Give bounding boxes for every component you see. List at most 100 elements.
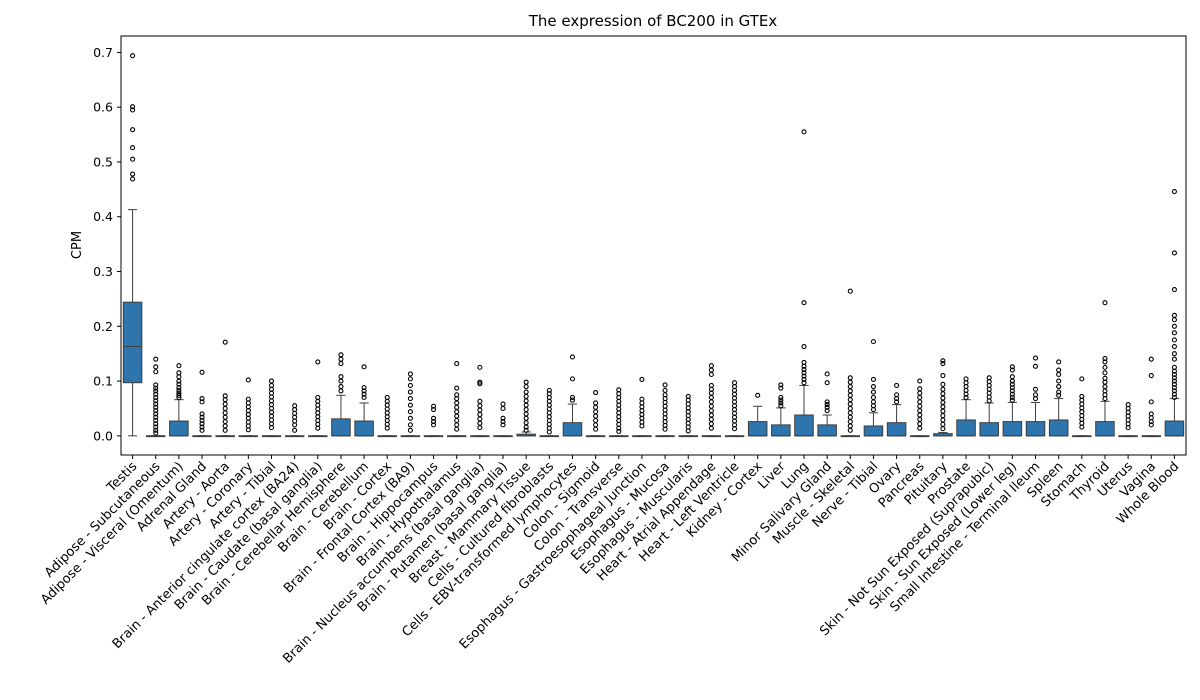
outlier-point: [569, 376, 576, 382]
outlier-point: [222, 423, 228, 429]
outlier-point: [593, 404, 599, 410]
outlier-point: [1148, 419, 1154, 425]
outlier-point: [1171, 351, 1177, 357]
outlier-point: [593, 409, 599, 415]
outlier-point: [268, 425, 275, 431]
box-group: [308, 359, 328, 438]
outlier-point: [801, 344, 807, 350]
box-group: [145, 356, 166, 438]
y-tick-label: 0.2: [93, 319, 113, 334]
outlier-point: [1171, 378, 1177, 384]
outlier-point: [1171, 344, 1177, 350]
outlier-point: [1009, 394, 1015, 401]
outlier-point: [708, 399, 714, 405]
outlier-point: [176, 387, 182, 393]
outlier-point: [894, 399, 900, 405]
outlier-point: [1171, 337, 1177, 343]
outlier-point: [431, 419, 437, 425]
box-body: [1025, 421, 1046, 437]
y-tick-label: 0.0: [93, 428, 113, 443]
outlier-point: [199, 417, 205, 424]
outlier-point: [477, 398, 483, 404]
outlier-point: [894, 382, 900, 388]
y-tick-label: 0.1: [93, 374, 113, 389]
outlier-point: [801, 380, 807, 386]
outlier-point: [940, 421, 946, 427]
box-group: [1025, 355, 1046, 437]
outlier-point: [1102, 370, 1108, 376]
outlier-point: [801, 300, 807, 306]
box-body: [794, 414, 814, 437]
outlier-point: [778, 382, 784, 388]
outlier-point: [361, 388, 367, 394]
outlier-point: [1032, 396, 1039, 402]
outlier-point: [1125, 425, 1131, 431]
outlier-point: [361, 394, 367, 401]
box-group: [331, 352, 351, 437]
box-body: [886, 422, 907, 437]
box-body: [1048, 419, 1069, 437]
box-group: [817, 371, 837, 437]
outlier-point: [1009, 381, 1015, 387]
outlier-point: [222, 410, 228, 416]
outlier-point: [824, 404, 830, 410]
box-group: [122, 53, 143, 437]
outlier-point: [454, 413, 460, 419]
outlier-point: [523, 406, 529, 413]
outlier-point: [708, 412, 714, 418]
outlier-point: [685, 428, 691, 434]
outlier-point: [338, 352, 344, 358]
outlier-point: [199, 427, 205, 433]
outlier-point: [454, 385, 460, 391]
box-body: [747, 421, 768, 437]
outlier-point: [431, 406, 437, 413]
outlier-point: [847, 375, 853, 381]
box-group: [956, 376, 976, 437]
outlier-point: [153, 404, 159, 410]
outlier-point: [292, 427, 298, 433]
outlier-point: [824, 399, 830, 405]
outlier-point: [222, 427, 228, 433]
outlier-point: [407, 376, 413, 382]
box-group: [771, 382, 791, 437]
outlier-point: [708, 371, 714, 378]
outlier-point: [477, 411, 483, 418]
box-body: [817, 424, 837, 437]
outlier-point: [616, 425, 622, 431]
box-group: [562, 354, 583, 437]
outlier-point: [778, 397, 784, 403]
outlier-point: [477, 425, 483, 431]
outlier-point: [1102, 300, 1108, 306]
y-axis-label: CPM: [70, 231, 85, 259]
outlier-point: [1079, 424, 1085, 430]
box-group: [1048, 359, 1069, 437]
outlier-point: [153, 391, 159, 397]
outlier-point: [824, 380, 830, 386]
outlier-point: [153, 398, 159, 404]
outlier-point: [824, 371, 830, 377]
outlier-point: [847, 427, 853, 433]
box-body: [1002, 421, 1023, 437]
outlier-point: [1032, 363, 1039, 369]
outlier-point: [1171, 391, 1177, 397]
box-group: [1002, 364, 1023, 437]
box-body: [771, 424, 791, 437]
outlier-point: [847, 392, 853, 398]
outlier-point: [1102, 383, 1108, 390]
outlier-point: [917, 386, 923, 392]
outlier-point: [176, 378, 182, 384]
outlier-point: [523, 389, 529, 395]
outlier-point: [523, 398, 529, 404]
outlier-point: [153, 424, 159, 430]
outlier-point: [801, 376, 807, 382]
box-group: [215, 339, 235, 438]
outlier-point: [1056, 392, 1062, 398]
outlier-point: [454, 404, 460, 410]
chart-title: The expression of BC200 in GTEx: [528, 12, 778, 30]
box-body: [562, 422, 583, 437]
box-group: [493, 401, 513, 438]
outlier-point: [454, 360, 460, 367]
outlier-point: [940, 404, 946, 410]
outlier-point: [153, 388, 159, 394]
outlier-point: [870, 383, 876, 390]
